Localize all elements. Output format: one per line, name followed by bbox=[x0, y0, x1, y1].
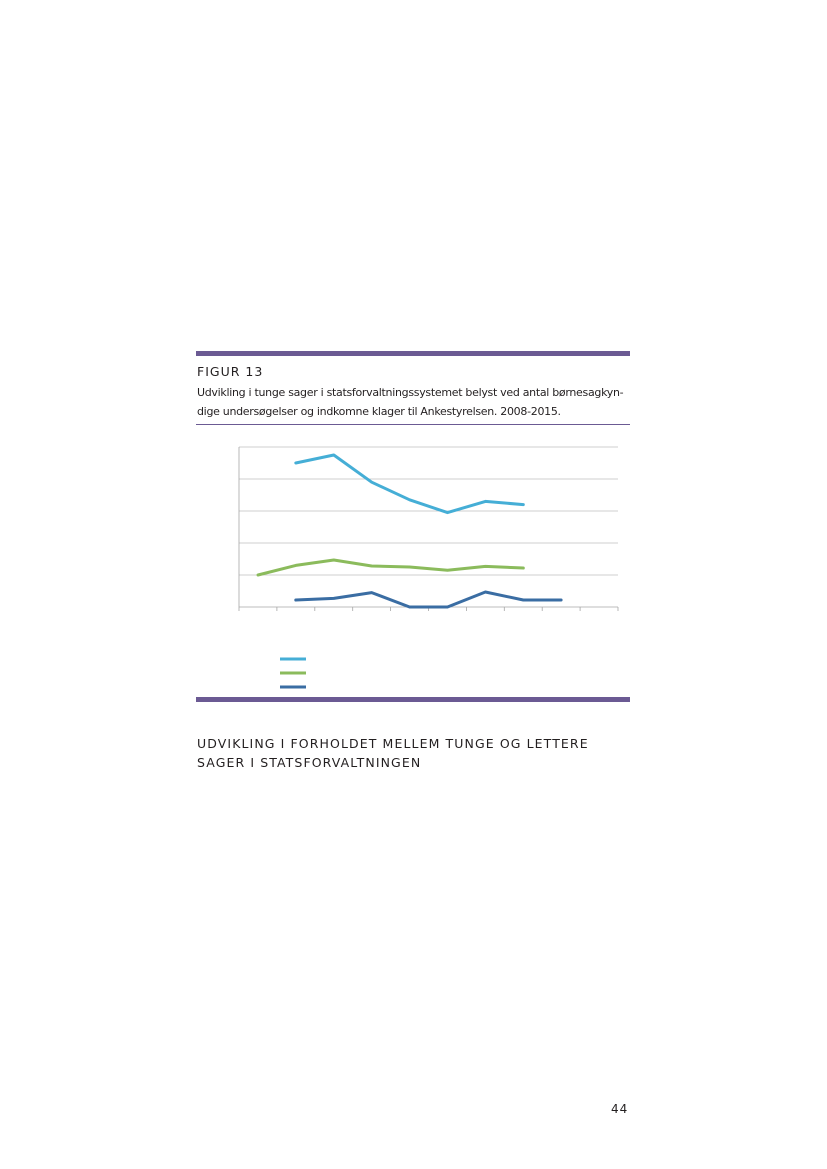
figure-bottom-rule bbox=[196, 697, 630, 702]
series-line-1 bbox=[294, 453, 525, 515]
page-number: 44 bbox=[611, 1102, 629, 1116]
figure-top-rule bbox=[196, 351, 630, 356]
section-heading: UDVIKLING I FORHOLDET MELLEM TUNGE OG LE… bbox=[197, 736, 589, 770]
series-line-2 bbox=[256, 558, 525, 577]
figure-caption: Udvikling i tunge sager i statsforvaltni… bbox=[197, 386, 624, 418]
series-line-3 bbox=[294, 590, 563, 609]
caption-rule bbox=[196, 424, 630, 425]
line-chart bbox=[238, 446, 619, 689]
figure-label: FIGUR 13 bbox=[197, 364, 264, 379]
